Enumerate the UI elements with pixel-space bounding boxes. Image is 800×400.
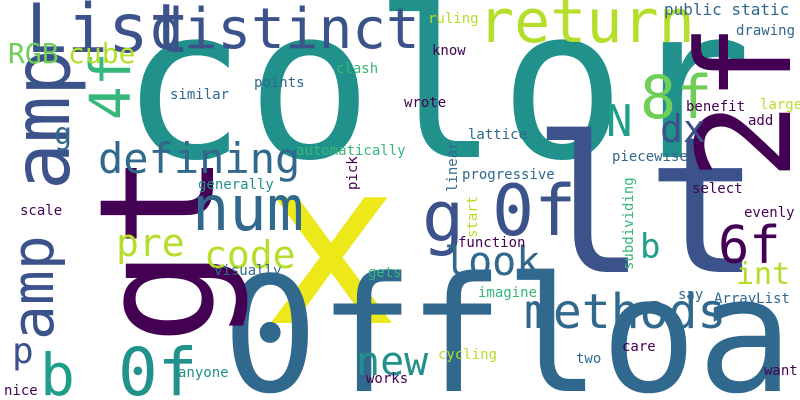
cloud-word-nice: nice (4, 383, 38, 399)
cloud-word-g: g (54, 117, 73, 152)
cloud-word-say: say (678, 287, 704, 303)
cloud-word-want: want (764, 363, 798, 379)
cloud-word-evenly: evenly (744, 205, 795, 221)
cloud-word-wrote: wrote (404, 95, 447, 111)
cloud-word-0f: 0f (222, 242, 415, 400)
cloud-word-imagine: imagine (478, 285, 538, 301)
cloud-word-cube: cube (68, 37, 136, 70)
cloud-word-similar: similar (170, 87, 230, 103)
cloud-word-piecewise: piecewise (612, 149, 688, 165)
cloud-word-select: select (692, 181, 743, 197)
cloud-word-new: new (356, 339, 429, 385)
cloud-word-start: start (465, 195, 481, 238)
cloud-word-public-static: public static (664, 0, 790, 19)
cloud-word-return: return (478, 0, 695, 57)
cloud-word-g: g (422, 176, 465, 258)
cloud-word-amp: amp (0, 235, 67, 340)
cloud-word-gets: gets (368, 265, 402, 281)
cloud-word-color: color (120, 0, 753, 207)
cloud-word-0f: 0f (492, 170, 577, 252)
cloud-word-pre: pre (116, 221, 185, 265)
cloud-word-float: float (408, 242, 800, 400)
cloud-word-visually: visually (214, 263, 282, 279)
cloud-word-ruling: ruling (428, 11, 479, 27)
cloud-word-clash: clash (336, 61, 379, 77)
cloud-word-num: num (192, 172, 304, 245)
cloud-word-scale: scale (20, 203, 63, 219)
cloud-word-arraylist: ArrayList (714, 291, 790, 307)
cloud-word-generally: generally (198, 177, 274, 193)
cloud-word-list: List (26, 0, 190, 69)
cloud-word-points: points (254, 75, 305, 91)
cloud-word-dx: dx (660, 107, 706, 151)
cloud-word-two: two (576, 351, 602, 367)
cloud-word-anyone: anyone (178, 365, 229, 381)
cloud-word-defining: defining (98, 134, 301, 183)
cloud-word-0f: 0f (118, 334, 198, 400)
cloud-word-works: works (366, 371, 409, 387)
cloud-word-lt: lt (532, 96, 761, 317)
cloud-word-methods: methods (524, 284, 727, 340)
cloud-word-care: care (622, 339, 656, 355)
cloud-word-know: know (432, 43, 466, 59)
cloud-word-add: add (748, 113, 774, 129)
cloud-word-drawing: drawing (736, 23, 796, 39)
cloud-word-code: code (204, 233, 296, 277)
cloud-word-large: large (760, 97, 800, 113)
cloud-word-x: x (262, 111, 401, 378)
cloud-word-n: N (606, 96, 633, 147)
cloud-word-progressive: progressive (462, 167, 555, 183)
cloud-word-b: b (40, 341, 75, 400)
cloud-word-distinct: distinct (150, 0, 420, 62)
cloud-word-automatically: automatically (296, 143, 406, 159)
cloud-word-int: int (736, 257, 791, 292)
cloud-word-benefit: benefit (686, 99, 746, 115)
cloud-word-look: look (444, 239, 541, 285)
cloud-word-subdividing: subdividing (621, 177, 637, 270)
cloud-word-8f: 8f (640, 63, 713, 133)
cloud-word-lattice: lattice (468, 127, 528, 143)
cloud-word-b: b (640, 227, 661, 267)
cloud-word-function: function (458, 235, 526, 251)
cloud-word-6f: 6f (718, 216, 781, 276)
cloud-word-cycling: cycling (438, 347, 498, 363)
cloud-word-linear: linear (445, 141, 461, 192)
cloud-word-p: p (12, 331, 34, 372)
cloud-word-rgb: RGB (8, 37, 59, 70)
cloud-word-pick: pick (345, 156, 361, 190)
